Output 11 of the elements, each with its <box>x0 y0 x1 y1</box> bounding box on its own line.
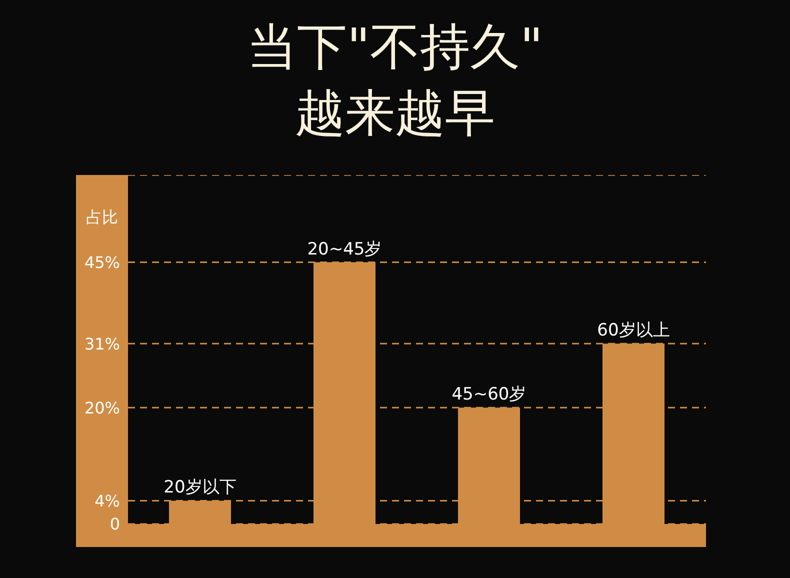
y-axis-title: 占比 <box>86 207 118 226</box>
x-tick-label: 60岁以上 <box>597 320 670 341</box>
chart-title: 当下"不持久" 越来越早 <box>246 17 544 144</box>
y-tick-label: 45% <box>84 252 120 272</box>
y-tick-label: 20% <box>84 398 120 418</box>
x-tick-label: 45~60岁 <box>452 384 526 405</box>
y-tick-label: 0 <box>110 514 120 534</box>
x-tick-label: 20岁以下 <box>164 478 236 498</box>
x-tick-label: 20~45岁 <box>307 239 382 260</box>
y-tick-label: 31% <box>84 334 120 354</box>
y-tick-label: 4% <box>94 491 120 510</box>
